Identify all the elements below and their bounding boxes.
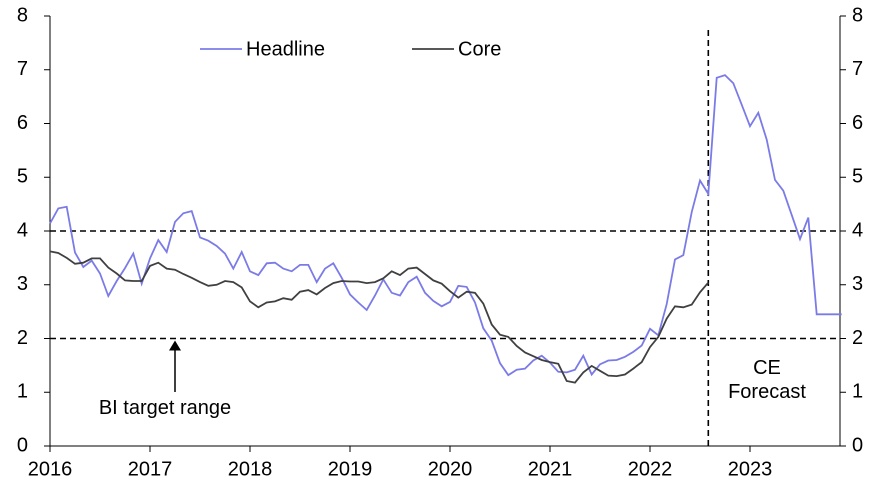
x-tick-label: 2018 [228, 458, 273, 480]
y2-tick-label: 6 [852, 112, 863, 134]
y2-tick-label: 2 [852, 327, 863, 349]
y-tick-label: 4 [17, 219, 28, 241]
series-line [49, 250, 709, 384]
y2-tick-label: 4 [852, 219, 863, 241]
y-tick-label: 0 [17, 434, 28, 456]
y2-tick-label: 7 [852, 58, 863, 80]
x-tick-label: 2021 [528, 458, 573, 480]
y2-tick-label: 0 [852, 434, 863, 456]
series-line [49, 74, 842, 377]
y2-tick-label: 3 [852, 273, 863, 295]
y-tick-label: 8 [17, 4, 28, 26]
x-tick-label: 2017 [128, 458, 173, 480]
x-tick-label: 2020 [428, 458, 473, 480]
y-tick-label: 1 [17, 381, 28, 403]
x-tick-label: 2023 [728, 458, 773, 480]
y2-tick-label: 8 [852, 4, 863, 26]
annotation: CE Forecast [728, 357, 806, 403]
y2-tick-label: 5 [852, 166, 863, 188]
x-tick-label: 2022 [628, 458, 673, 480]
y-tick-label: 2 [17, 327, 28, 349]
annotation: BI target range [98, 397, 232, 419]
x-tick-label: 2016 [28, 458, 73, 480]
y-tick-label: 3 [17, 273, 28, 295]
y-tick-label: 6 [17, 112, 28, 134]
legend-label: Core [458, 38, 501, 60]
legend-label: Headline [246, 38, 325, 60]
y-tick-label: 5 [17, 166, 28, 188]
y-tick-label: 7 [17, 58, 28, 80]
arrow-head [169, 340, 181, 351]
y2-tick-label: 1 [852, 381, 863, 403]
x-tick-label: 2019 [328, 458, 373, 480]
